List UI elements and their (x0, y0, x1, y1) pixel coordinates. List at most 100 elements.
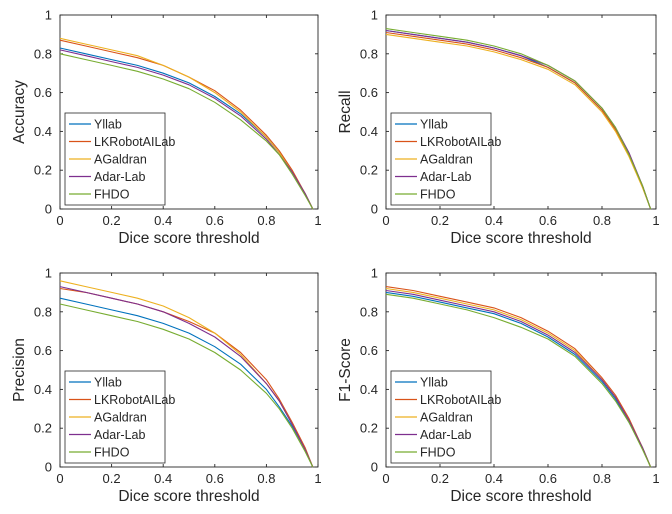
x-tick-label: 1 (314, 213, 321, 228)
y-tick-label: 0.4 (360, 124, 378, 139)
legend-entry: AGaldran (420, 152, 473, 166)
x-axis-label: Dice score threshold (118, 488, 259, 505)
x-tick-label: 1 (314, 471, 321, 486)
series-line-fhdo (59, 303, 314, 468)
y-tick-label: 0.8 (360, 304, 378, 319)
y-tick-label: 0.4 (34, 124, 52, 139)
axes-box (385, 14, 657, 210)
x-tick-label: 1 (652, 213, 659, 228)
legend-entry: FHDO (94, 445, 130, 459)
y-tick-label: 0.8 (34, 304, 52, 319)
series-line-lkrobotailab (59, 39, 314, 210)
series-line-fhdo (385, 28, 652, 210)
legend-entry: Adar-Lab (420, 428, 471, 442)
y-tick-label: 0.2 (34, 163, 52, 178)
series-line-yllab (59, 297, 314, 468)
chart-panel-f1-score: 0 0.2 0.4 0.6 0.8 1 0 0.2 0.4 0.6 0.8 1 Dice score t… (337, 266, 660, 506)
axes-box (59, 272, 319, 468)
legend-entry: Yllab (420, 375, 448, 389)
legend-entry: FHDO (420, 445, 456, 459)
x-tick-label: 0 (56, 213, 63, 228)
legend-entry: LKRobotAILab (94, 393, 175, 407)
y-tick-label: 0.6 (34, 85, 52, 100)
y-tick-label: 0.4 (360, 382, 378, 397)
legend-entry: FHDO (420, 187, 456, 201)
x-axis-label: Dice score threshold (118, 230, 259, 247)
y-tick-label: 0.4 (34, 382, 52, 397)
x-tick-label: 0.2 (103, 471, 121, 486)
y-tick-label: 0.6 (360, 85, 378, 100)
legend: Yllab LKRobotAILab AGaldran Adar-Lab FHDO (64, 112, 175, 206)
series-line-adar-lab (59, 49, 314, 210)
x-tick-label: 0.4 (485, 213, 503, 228)
x-tick-label: 0.2 (431, 213, 449, 228)
y-tick-label: 1 (371, 266, 378, 281)
x-tick-label: 0.8 (257, 213, 275, 228)
legend-entry: Yllab (94, 375, 122, 389)
legend-entry: Adar-Lab (94, 170, 145, 184)
axes-box (59, 14, 319, 210)
legend-entry: LKRobotAILab (420, 393, 501, 407)
x-tick-label: 0.4 (485, 471, 503, 486)
chart-panel-recall: 0 0.2 0.4 0.6 0.8 1 0 0.2 0.4 0.6 0.8 1 Dice score t… (337, 8, 660, 248)
y-tick-label: 0.8 (34, 46, 52, 61)
series-line-fhdo (385, 293, 652, 468)
y-tick-label: 0.8 (360, 46, 378, 61)
x-tick-label: 0 (56, 471, 63, 486)
y-axis-label: Accuracy (11, 80, 28, 144)
axes-box (385, 272, 657, 468)
y-tick-label: 1 (371, 8, 378, 23)
y-tick-label: 1 (45, 266, 52, 281)
x-tick-label: 1 (652, 471, 659, 486)
legend-entry: Yllab (420, 117, 448, 131)
legend-entry: LKRobotAILab (420, 135, 501, 149)
y-tick-label: 0 (371, 460, 378, 475)
x-tick-label: 0.6 (539, 471, 557, 486)
x-tick-label: 0.2 (103, 213, 121, 228)
chart-panel-precision: 0 0.2 0.4 0.6 0.8 1 0 0.2 0.4 0.6 0.8 1 Dice score t… (11, 266, 322, 506)
y-tick-label: 0 (371, 202, 378, 217)
x-axis-label: Dice score threshold (450, 230, 591, 247)
legend: Yllab LKRobotAILab AGaldran Adar-Lab FHDO (390, 370, 501, 464)
y-tick-label: 0.2 (360, 421, 378, 436)
x-tick-label: 0.2 (431, 471, 449, 486)
y-tick-label: 0.2 (34, 421, 52, 436)
chart-panel-accuracy: 0 0.2 0.4 0.6 0.8 1 0 0.2 0.4 0.6 0.8 1 Dice score t… (11, 8, 322, 248)
legend-entry: AGaldran (94, 410, 147, 424)
legend-entry: Adar-Lab (420, 170, 471, 184)
x-tick-label: 0.6 (206, 213, 224, 228)
x-axis-label: Dice score threshold (450, 488, 591, 505)
x-tick-label: 0.4 (154, 471, 172, 486)
y-tick-label: 0 (45, 460, 52, 475)
y-axis-label: Precision (11, 338, 28, 402)
x-tick-label: 0.8 (257, 471, 275, 486)
legend-entry: AGaldran (420, 410, 473, 424)
series-line-agaldran (385, 33, 652, 210)
x-tick-label: 0.6 (539, 213, 557, 228)
x-tick-label: 0 (382, 471, 389, 486)
y-axis-label: F1-Score (337, 338, 354, 402)
x-tick-label: 0.6 (206, 471, 224, 486)
legend: Yllab LKRobotAILab AGaldran Adar-Lab FHDO (64, 370, 175, 464)
y-tick-label: 0 (45, 202, 52, 217)
legend: Yllab LKRobotAILab AGaldran Adar-Lab FHDO (390, 112, 501, 206)
y-tick-label: 0.2 (360, 163, 378, 178)
x-tick-label: 0.8 (593, 213, 611, 228)
x-tick-label: 0 (382, 213, 389, 228)
series-line-lkrobotailab (385, 286, 652, 468)
series-line-adar-lab (385, 289, 652, 468)
series-line-fhdo (59, 53, 314, 210)
legend-entry: AGaldran (94, 152, 147, 166)
legend-entry: Yllab (94, 117, 122, 131)
legend-entry: FHDO (94, 187, 130, 201)
series-line-adar-lab (59, 286, 314, 468)
x-tick-label: 0.4 (154, 213, 172, 228)
y-tick-label: 0.6 (360, 343, 378, 358)
x-tick-label: 0.8 (593, 471, 611, 486)
y-axis-label: Recall (337, 90, 354, 133)
legend-entry: Adar-Lab (94, 428, 145, 442)
legend-entry: LKRobotAILab (94, 135, 175, 149)
y-tick-label: 0.6 (34, 343, 52, 358)
y-tick-label: 1 (45, 8, 52, 23)
